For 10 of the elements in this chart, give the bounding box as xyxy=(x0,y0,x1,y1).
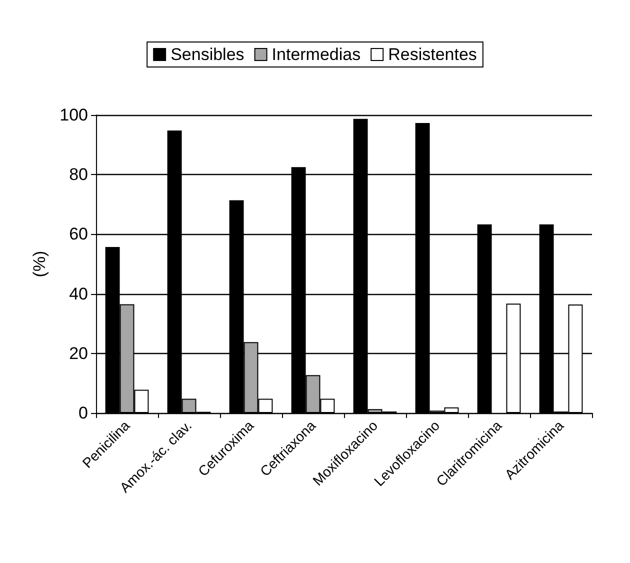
y-tick-label: 100 xyxy=(60,106,88,124)
legend-label: Intermedias xyxy=(272,45,361,64)
y-axis-title: (%) xyxy=(30,250,49,278)
y-tick-label: 20 xyxy=(69,344,88,363)
legend-label: Resistentes xyxy=(388,45,477,64)
y-tick-label: 60 xyxy=(69,224,88,244)
y-tick-label: 80 xyxy=(69,165,88,184)
y-tick-label: 0 xyxy=(78,404,88,422)
legend-label: Sensibles xyxy=(170,45,244,64)
y-tick-label: 40 xyxy=(69,284,88,304)
